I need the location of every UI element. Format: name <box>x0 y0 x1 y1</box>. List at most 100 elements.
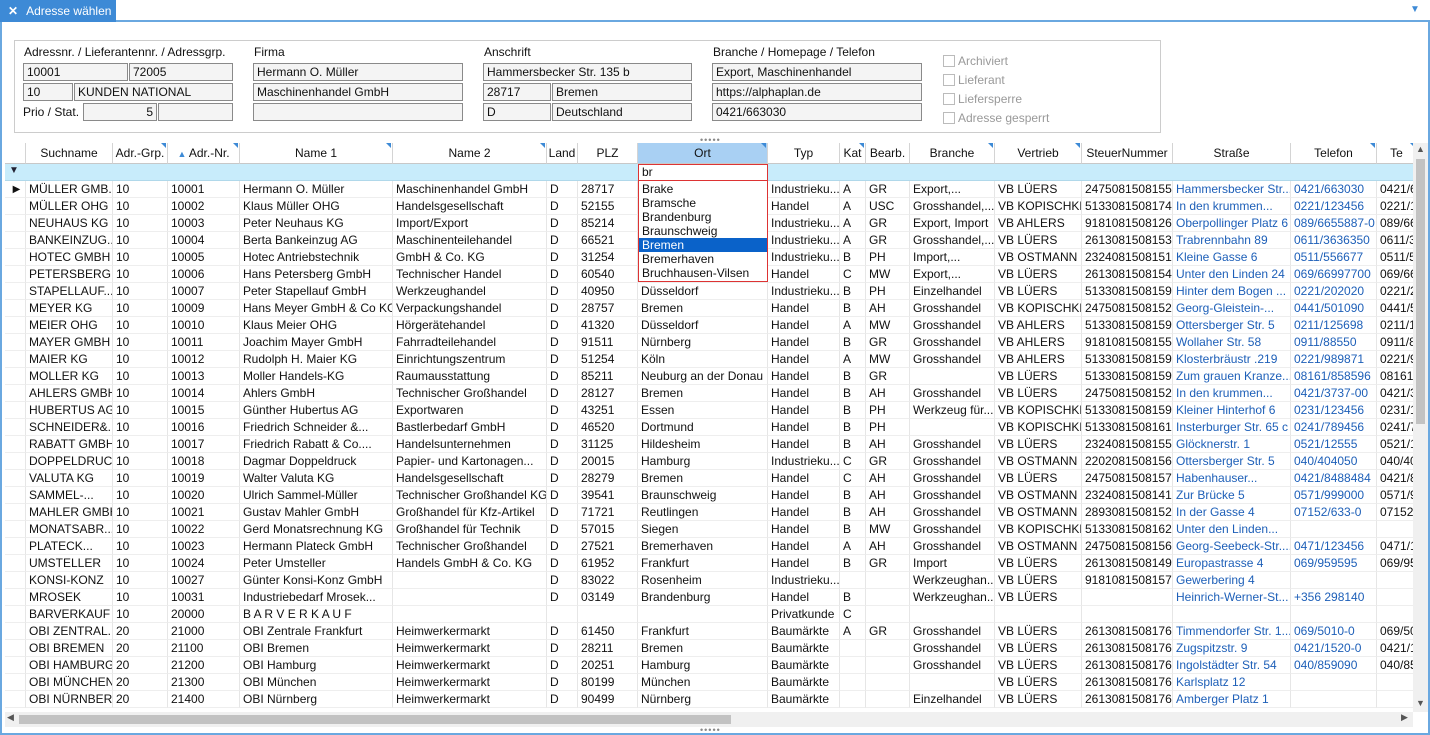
cell[interactable]: C <box>840 470 866 487</box>
cell[interactable]: D <box>547 215 578 232</box>
cell[interactable]: B <box>840 555 866 572</box>
cell[interactable]: 23240815081559 <box>1082 436 1173 453</box>
cell[interactable]: Handel <box>768 368 840 385</box>
cell[interactable]: Bremen <box>638 640 768 657</box>
cell[interactable]: 66521 <box>578 232 638 249</box>
cell[interactable]: Grosshandel <box>910 640 995 657</box>
cell[interactable]: D <box>547 436 578 453</box>
cell[interactable]: 040/404050 <box>1291 453 1377 470</box>
field[interactable]: 10001 <box>23 63 128 81</box>
cell[interactable]: 20 <box>113 657 168 674</box>
cell[interactable]: B <box>840 436 866 453</box>
cell[interactable]: D <box>547 487 578 504</box>
cell[interactable]: Rosenheim <box>638 572 768 589</box>
dropdown-item[interactable]: Bruchhausen-Vilsen <box>642 266 750 280</box>
cell[interactable]: 26130815081769 <box>1082 674 1173 691</box>
cell[interactable]: Karlsplatz 12 <box>1173 674 1291 691</box>
cell[interactable]: STAPELLAUF... <box>26 283 113 300</box>
cell[interactable]: In der Gasse 4 <box>1173 504 1291 521</box>
cell[interactable]: VB KOPISCHKE <box>995 300 1082 317</box>
tab[interactable]: ✕ Adresse wählen <box>0 0 116 22</box>
cell[interactable]: PH <box>866 402 910 419</box>
cell[interactable]: 26130815081769 <box>1082 657 1173 674</box>
cell[interactable]: Georg-Seebeck-Str.... <box>1173 538 1291 555</box>
cell[interactable]: D <box>547 300 578 317</box>
cell[interactable]: Hermann Plateck GmbH <box>240 538 393 555</box>
cell[interactable]: Industrieku... <box>768 181 840 198</box>
cell[interactable] <box>1377 572 1413 589</box>
field[interactable]: 0421/663030 <box>712 103 922 121</box>
cell[interactable]: 10 <box>113 385 168 402</box>
cell[interactable]: 51330815081594 <box>1082 283 1173 300</box>
cell[interactable] <box>866 657 910 674</box>
cell[interactable]: OBI BREMEN <box>26 640 113 657</box>
cell[interactable]: Maschinenhandel GmbH <box>393 181 547 198</box>
cell[interactable]: OBI MÜNCHEN <box>26 674 113 691</box>
cell[interactable]: Technischer Handel <box>393 266 547 283</box>
cell[interactable]: D <box>547 317 578 334</box>
cell[interactable]: 089/66 <box>1377 215 1413 232</box>
cell[interactable]: 10 <box>113 606 168 623</box>
field[interactable]: Deutschland <box>552 103 692 121</box>
cell[interactable]: 10014 <box>168 385 240 402</box>
cell[interactable]: 24750815081529 <box>1082 385 1173 402</box>
cell[interactable]: Gustav Mahler GmbH <box>240 504 393 521</box>
column-header[interactable]: Land <box>547 143 578 164</box>
cell[interactable]: Zur Brücke 5 <box>1173 487 1291 504</box>
cell[interactable]: A <box>840 623 866 640</box>
cell[interactable]: 0471/123456 <box>1291 538 1377 555</box>
cell[interactable]: 10004 <box>168 232 240 249</box>
cell[interactable] <box>910 606 995 623</box>
cell[interactable]: Werkzeughandel <box>393 283 547 300</box>
cell[interactable]: Ingolstädter Str. 54 <box>1173 657 1291 674</box>
cell[interactable]: Industrieku... <box>768 249 840 266</box>
cell[interactable]: 10 <box>113 232 168 249</box>
cell[interactable]: 51254 <box>578 351 638 368</box>
cell[interactable]: 0571/9 <box>1377 487 1413 504</box>
scroll-down[interactable]: ▼ <box>1416 698 1425 708</box>
cell[interactable]: D <box>547 198 578 215</box>
checkbox[interactable] <box>943 74 955 86</box>
cell[interactable]: 10 <box>113 538 168 555</box>
column-header[interactable]: Ort <box>638 143 768 164</box>
cell[interactable]: GR <box>866 334 910 351</box>
cell[interactable]: +356 298140 <box>1291 589 1377 606</box>
cell[interactable]: B A R V E R K A U F <box>240 606 393 623</box>
dropdown-item[interactable]: Bremerhaven <box>642 252 715 266</box>
cell[interactable]: VB AHLERS <box>995 334 1082 351</box>
cell[interactable]: 43251 <box>578 402 638 419</box>
cell[interactable]: 0221/9 <box>1377 351 1413 368</box>
menu-arrow[interactable]: ▼ <box>1410 4 1420 15</box>
cell[interactable]: Peter Neuhaus KG <box>240 215 393 232</box>
cell[interactable]: 20 <box>113 640 168 657</box>
cell[interactable]: Handel <box>768 538 840 555</box>
cell[interactable]: Grosshandel <box>910 317 995 334</box>
cell[interactable]: Grosshandel <box>910 334 995 351</box>
cell[interactable]: BARVERKAUF <box>26 606 113 623</box>
cell[interactable]: 0521/1 <box>1377 436 1413 453</box>
cell[interactable]: GR <box>866 368 910 385</box>
cell[interactable]: Braunschweig <box>638 487 768 504</box>
cell[interactable]: VB LÜERS <box>995 232 1082 249</box>
column-header[interactable]: SteuerNummer <box>1082 143 1173 164</box>
cell[interactable]: 10 <box>113 453 168 470</box>
cell[interactable]: 39541 <box>578 487 638 504</box>
cell[interactable]: Handel <box>768 521 840 538</box>
cell[interactable]: 10 <box>113 334 168 351</box>
cell[interactable]: MW <box>866 521 910 538</box>
scroll-right[interactable]: ▶ <box>1401 712 1408 722</box>
cell[interactable]: KONSI-KONZ <box>26 572 113 589</box>
cell[interactable]: 85214 <box>578 215 638 232</box>
cell[interactable]: VB OSTMANN <box>995 487 1082 504</box>
cell[interactable]: Industrieku... <box>768 453 840 470</box>
cell[interactable]: D <box>547 283 578 300</box>
cell[interactable]: 90499 <box>578 691 638 708</box>
cell[interactable]: VALUTA KG <box>26 470 113 487</box>
cell[interactable]: 10 <box>113 368 168 385</box>
cell[interactable]: GR <box>866 453 910 470</box>
cell[interactable]: MW <box>866 317 910 334</box>
cell[interactable]: Insterburger Str. 65 c <box>1173 419 1291 436</box>
cell[interactable]: 10020 <box>168 487 240 504</box>
cell[interactable]: Hermann O. Müller <box>240 181 393 198</box>
cell[interactable]: 0221/989871 <box>1291 351 1377 368</box>
